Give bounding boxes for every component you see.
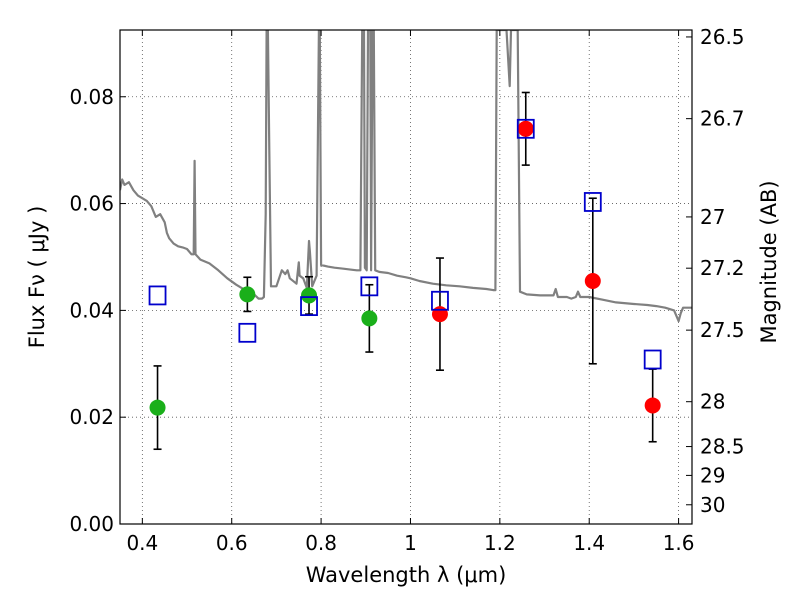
model-point xyxy=(583,192,602,212)
right-tick-label: 27 xyxy=(700,205,725,229)
model-point xyxy=(238,322,257,343)
y-tick-label: 0.02 xyxy=(69,405,114,429)
x-tick-label: 1.6 xyxy=(663,531,695,555)
spectrum-curve-layer xyxy=(120,30,692,323)
right-tick-label: 26.7 xyxy=(700,107,745,131)
model-point xyxy=(431,290,449,311)
x-tick-label: 1.4 xyxy=(573,531,605,555)
right-tick-label: 29 xyxy=(700,463,725,487)
x-tick-label: 1.2 xyxy=(484,531,516,555)
y-tick-label: 0.04 xyxy=(69,298,114,322)
data-point xyxy=(584,273,601,290)
data-point xyxy=(239,286,256,303)
x-tick-label: 1 xyxy=(404,531,417,555)
x-tick-label: 0.6 xyxy=(216,531,248,555)
data-markers xyxy=(148,91,662,451)
data-point xyxy=(149,399,166,416)
right-axis-label: Magnitude (AB) xyxy=(757,180,781,343)
y-tick-label: 0.08 xyxy=(69,85,114,109)
x-tick-label: 0.4 xyxy=(126,531,158,555)
right-tick-label: 27.5 xyxy=(700,318,745,342)
model-point xyxy=(300,296,318,317)
x-axis-label: Wavelength λ (μm) xyxy=(306,563,507,587)
data-point xyxy=(431,306,448,323)
y-tick-label: 0.00 xyxy=(69,512,114,536)
model-point xyxy=(643,349,662,370)
axis-ticks: 0.4 0.6 0.8 1 1.2 1.4 1.6 0.00 0.02 0.04 0.06 0.08 2… xyxy=(69,25,744,555)
right-tick-label: 28 xyxy=(700,390,725,414)
right-tick-label: 28.5 xyxy=(700,435,745,459)
right-tick-label: 26.5 xyxy=(700,25,745,49)
x-tick-label: 0.8 xyxy=(305,531,337,555)
right-tick-label: 27.2 xyxy=(700,256,745,280)
data-point xyxy=(644,397,661,414)
spectrum-line xyxy=(120,30,692,323)
model-point xyxy=(360,276,379,297)
model-point xyxy=(516,118,535,139)
data-point xyxy=(301,287,318,304)
plot-frame xyxy=(119,29,693,525)
data-point xyxy=(361,310,378,327)
model-point xyxy=(148,285,167,306)
data-point xyxy=(517,120,534,137)
y-axis-label: Flux Fν ( μJy ) xyxy=(25,206,49,349)
y-tick-label: 0.06 xyxy=(69,192,114,216)
right-tick-label: 30 xyxy=(700,493,725,517)
